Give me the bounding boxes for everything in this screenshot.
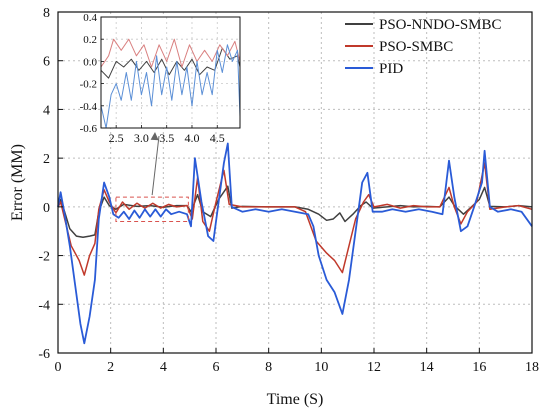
inset-y-tick-label: -0.4 [80,101,98,113]
inset-y-tick-label: 0.4 [83,12,97,24]
y-axis-label: Error (MM) [9,144,26,221]
inset-series-line-2 [100,38,241,68]
inset-series-line-1 [100,47,241,79]
y-tick-label: -2 [38,250,50,265]
y-tick-label: 8 [43,6,50,21]
inset-y-tick-label: -0.6 [80,123,98,135]
legend-label-3: PID [379,61,403,77]
legend-label-1: PSO-NNDO-SMBC [379,17,502,33]
x-tick-label: 2 [107,360,114,375]
y-tick-label: 2 [43,152,50,167]
inset-plot: 2.5 3.0 3.5 4.0 4.5 -0.6 -0.4 -0.2 0.0 0.2 0.4 [80,12,241,145]
x-tick-label: 4 [160,360,167,375]
y-tick-label: 0 [43,201,50,216]
inset-x-tick-label: 2.5 [109,131,124,145]
inset-x-tick-label: 4.0 [184,131,199,145]
zoom-arrow-head [150,132,159,141]
x-axis-label: Time (S) [267,391,324,408]
inset-y-tick-label: -0.2 [80,79,97,91]
x-tick-label: 0 [55,360,62,375]
inset-x-tick-label: 4.5 [210,131,225,145]
inset-x-tick-label: 3.5 [159,131,174,145]
x-tick-label: 6 [213,360,220,375]
x-tick-label: 14 [420,360,434,375]
y-tick-label: -6 [38,347,50,362]
x-tick-label: 12 [367,360,381,375]
y-tick-label: 6 [43,55,50,70]
inset-series-line-3 [100,44,241,129]
zoom-arrow-line [151,135,160,196]
inset-frame [100,16,241,129]
x-tick-label: 18 [525,360,539,375]
inset-y-tick-label: 0.0 [83,56,97,68]
legend: PSO-NNDO-SMBC PSO-SMBC PID [345,17,502,77]
legend-label-2: PSO-SMBC [379,39,453,55]
y-tick-label: -4 [38,298,50,313]
inset-x-tick-label: 3.0 [134,131,149,145]
zoom-region-box [115,196,189,222]
x-tick-label: 8 [265,360,272,375]
y-tick-label: 4 [43,103,50,118]
inset-y-tick-label: 0.2 [83,34,97,46]
main-plot: 0 2 4 6 8 10 12 14 16 18 -6 -4 -2 0 2 4 6 8 Time (S) Error … [9,6,539,408]
plot-frame [57,11,533,354]
series-line-3 [57,142,533,345]
x-tick-label: 16 [472,360,486,375]
series-line-2 [57,162,533,276]
x-tick-label: 10 [314,360,328,375]
